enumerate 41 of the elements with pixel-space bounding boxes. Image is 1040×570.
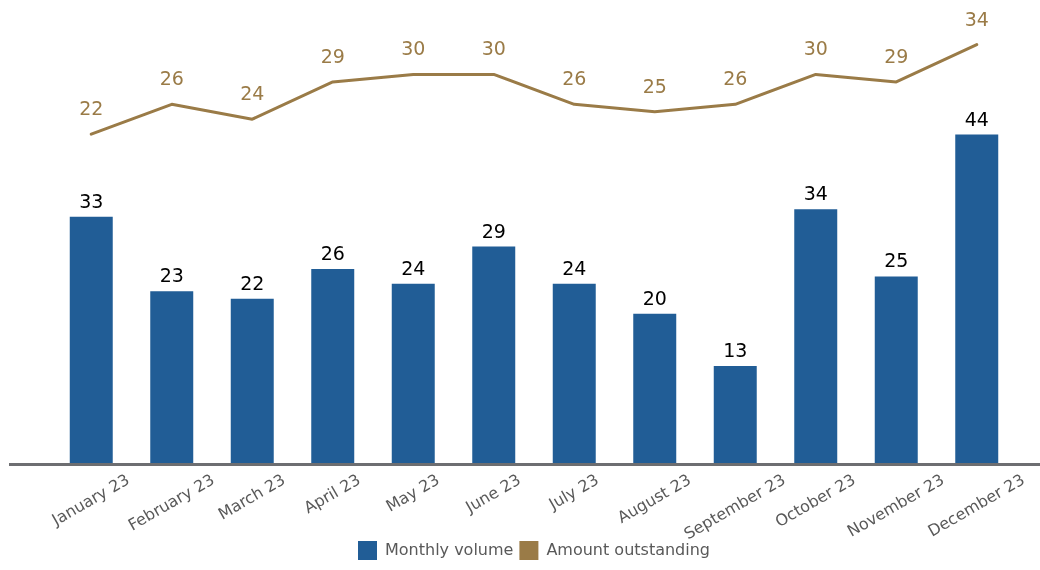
bar (633, 313, 677, 463)
data-label: 29 (481, 219, 506, 242)
data-label: 30 (401, 37, 426, 60)
bar (794, 209, 838, 463)
data-label: 30 (481, 37, 506, 60)
data-label: 24 (401, 256, 426, 279)
bar (713, 365, 757, 463)
legend-label: Monthly volume (384, 539, 514, 559)
legend-label: Amount outstanding (546, 539, 711, 559)
data-label: 33 (79, 189, 104, 212)
data-label: 29 (884, 44, 909, 67)
bar (874, 276, 918, 463)
x-tick-label: July 23 (544, 469, 602, 514)
x-tick-label: June 23 (461, 469, 524, 517)
data-label: 25 (884, 249, 909, 272)
data-label: 13 (723, 338, 748, 361)
bar (955, 134, 999, 463)
data-label: 26 (159, 67, 184, 90)
data-label: 24 (562, 256, 587, 279)
data-label: 26 (320, 241, 345, 264)
data-label: 34 (803, 182, 828, 205)
data-label: 24 (240, 82, 265, 105)
data-label: 22 (240, 271, 265, 294)
bar (311, 268, 355, 463)
bar (69, 216, 113, 463)
data-label: 20 (642, 286, 667, 309)
bar (552, 283, 596, 463)
data-label: 30 (803, 37, 828, 60)
data-label: 29 (320, 44, 345, 67)
data-label: 23 (159, 264, 184, 287)
data-label: 44 (964, 107, 989, 130)
bar (472, 246, 516, 463)
bar (391, 283, 435, 463)
bar (230, 298, 274, 463)
data-label: 34 (964, 7, 989, 30)
data-label: 22 (79, 97, 104, 120)
data-label: 26 (723, 67, 748, 90)
data-label: 26 (562, 67, 587, 90)
bar (150, 291, 194, 463)
data-label: 25 (642, 74, 667, 97)
x-tick-label: May 23 (382, 469, 443, 516)
